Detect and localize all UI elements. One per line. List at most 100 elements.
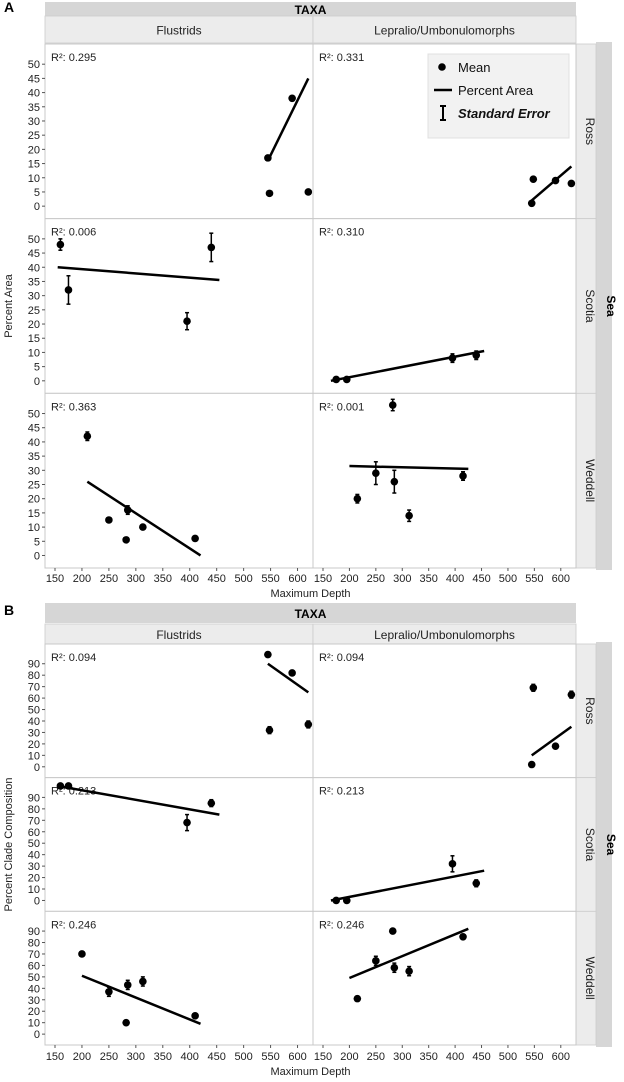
x-tick-label: 450 — [472, 1051, 490, 1063]
y-tick-label: 35 — [28, 276, 40, 288]
y-tick-label: 20 — [28, 319, 40, 331]
panel-A: A TAXA Flustrids Lepralio/Umbonulomorphs Sea… — [3, 0, 618, 600]
y-axis-label: Percent Clade Composition — [3, 778, 15, 912]
x-tick-label: 500 — [499, 573, 517, 585]
data-point — [64, 782, 73, 790]
y-tick-label: 10 — [28, 884, 40, 896]
x-tick-label: 450 — [208, 573, 226, 585]
data-point — [527, 199, 536, 208]
x-tick-label: 350 — [420, 1051, 438, 1063]
data-point — [105, 987, 113, 996]
r-squared-label: R²: 0.246 — [51, 919, 96, 931]
r-squared-label: R²: 0.363 — [51, 401, 96, 413]
y-tick-label: 20 — [28, 1006, 40, 1018]
y-tick-label: 40 — [28, 850, 40, 862]
data-point — [529, 683, 538, 692]
x-tick-label: 500 — [499, 1051, 517, 1063]
data-point — [388, 927, 397, 935]
row-header: Weddell — [583, 459, 597, 502]
y-tick-label: 20 — [28, 144, 40, 156]
y-tick-label: 80 — [28, 938, 40, 950]
fit-line — [349, 464, 469, 471]
y-tick-label: 15 — [28, 508, 40, 520]
data-point — [353, 994, 362, 1003]
y-tick-label: 70 — [28, 815, 40, 827]
sea-side-bar — [596, 42, 612, 570]
y-tick-label: 30 — [28, 861, 40, 873]
x-tick-label: 400 — [446, 573, 464, 585]
y-tick-label: 80 — [28, 804, 40, 816]
x-tick-label: 300 — [127, 1051, 145, 1063]
x-tick-label: 350 — [154, 573, 172, 585]
y-tick-label: 25 — [28, 130, 40, 142]
data-point — [78, 950, 86, 958]
y-tick-label: 40 — [28, 262, 40, 274]
y-tick-label: 15 — [28, 159, 40, 171]
y-tick-label: 40 — [28, 88, 40, 100]
legend-box — [427, 53, 570, 139]
x-tick-label: 300 — [393, 1051, 411, 1063]
plot-cell — [44, 218, 314, 394]
data-point — [390, 477, 399, 486]
fit-line — [330, 869, 485, 902]
column-header: Flustrids — [156, 628, 201, 642]
y-tick-label: 30 — [28, 465, 40, 477]
data-point — [83, 432, 92, 441]
plot-cell — [312, 777, 577, 912]
column-header: Lepralio/Umbonulomorphs — [374, 628, 515, 642]
data-point — [342, 375, 351, 384]
y-tick-label: 80 — [28, 670, 40, 682]
y-tick-label: 35 — [28, 451, 40, 463]
y-tick-label: 20 — [28, 739, 40, 751]
x-tick-label: 250 — [100, 573, 118, 585]
r-squared-label: R²: 0.310 — [319, 227, 364, 239]
data-point — [448, 354, 457, 362]
y-tick-label: 20 — [28, 873, 40, 885]
data-point — [56, 782, 65, 790]
x-tick-label: 350 — [420, 573, 438, 585]
y-tick-label: 0 — [34, 1029, 40, 1041]
data-point — [139, 523, 147, 531]
data-point — [388, 401, 397, 409]
sea-side-bar — [596, 642, 612, 1047]
x-tick-label: 150 — [314, 573, 332, 585]
data-point — [122, 536, 130, 544]
data-point — [527, 760, 536, 769]
y-tick-label: 10 — [28, 1018, 40, 1030]
data-point — [265, 189, 274, 198]
x-tick-label: 350 — [154, 1051, 172, 1063]
data-point — [372, 469, 380, 477]
plot-cell — [312, 643, 577, 779]
data-point — [448, 860, 457, 868]
x-tick-label: 550 — [525, 573, 543, 585]
row-header: Ross — [583, 697, 597, 724]
y-tick-label: 40 — [28, 983, 40, 995]
x-tick-label: 450 — [472, 573, 490, 585]
data-point — [123, 506, 132, 514]
data-point — [264, 650, 272, 659]
r-squared-label: R²: 0.094 — [319, 652, 364, 664]
row-header: Weddell — [583, 957, 597, 1000]
fit-line — [267, 662, 310, 694]
legend-error-label: Standard Error — [458, 106, 551, 121]
fit-line — [266, 77, 310, 162]
fit-line — [57, 266, 220, 282]
panel-label: A — [4, 0, 14, 15]
y-tick-label: 90 — [28, 659, 40, 671]
x-tick-label: 200 — [340, 573, 358, 585]
y-tick-label: 30 — [28, 291, 40, 303]
taxa-header-bar — [45, 603, 576, 623]
data-point — [342, 896, 351, 905]
plot-cell — [44, 777, 314, 912]
fit-line — [81, 974, 201, 1025]
data-point — [304, 720, 313, 729]
y-tick-label: 60 — [28, 960, 40, 972]
y-tick-label: 50 — [28, 972, 40, 984]
plot-cell — [312, 392, 577, 569]
y-tick-label: 25 — [28, 305, 40, 317]
y-tick-label: 5 — [34, 536, 40, 548]
x-tick-label: 400 — [181, 573, 199, 585]
r-squared-label: R²: 0.331 — [319, 52, 364, 64]
row-header: Ross — [583, 118, 597, 145]
